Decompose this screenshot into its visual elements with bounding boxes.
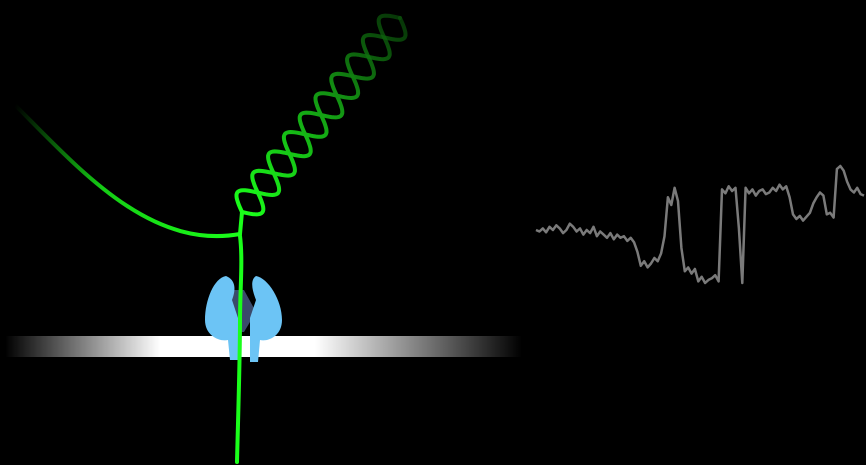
single-strand-tail	[13, 103, 242, 238]
pore-left-lobe	[205, 276, 238, 360]
dna-helix-strand-b	[234, 16, 408, 214]
pore-right-lobe	[250, 276, 282, 362]
lipid-membrane	[5, 336, 522, 357]
nanopore-protein-icon	[205, 276, 282, 362]
current-signal-trace	[535, 164, 865, 285]
dna-helix-strand-a	[238, 13, 402, 236]
translocating-strand	[235, 234, 244, 464]
